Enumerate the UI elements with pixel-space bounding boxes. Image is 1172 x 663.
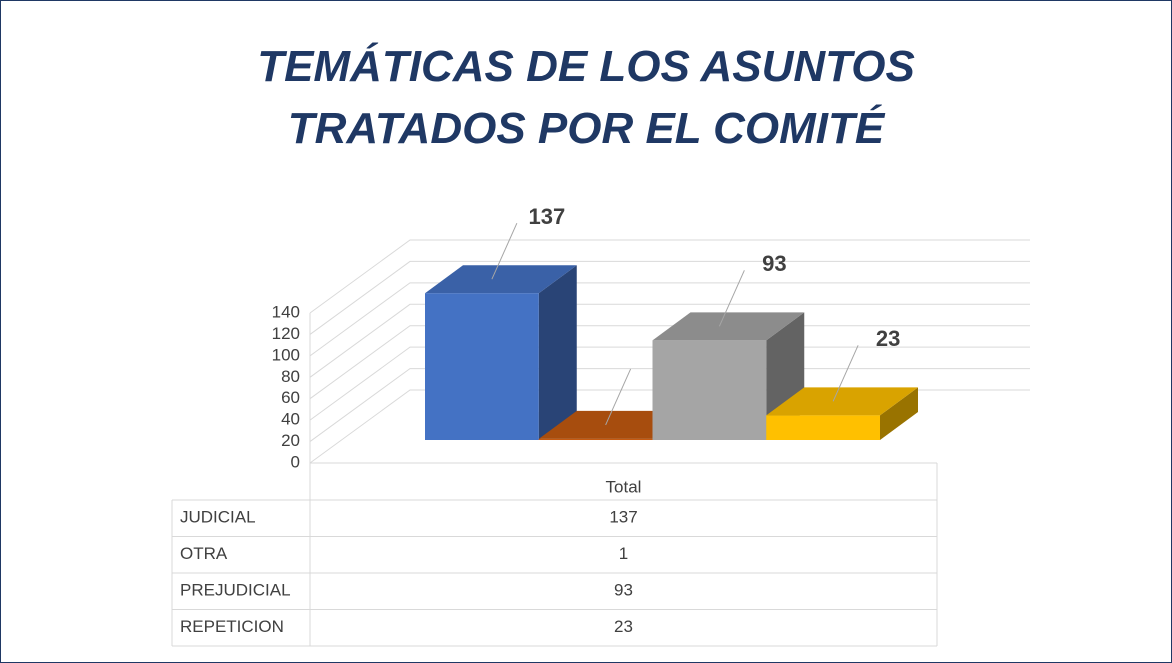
y-tick-label: 80 [281, 367, 300, 386]
leader-line [491, 223, 518, 280]
bar-top [652, 312, 805, 341]
leader-line [718, 270, 745, 327]
bar [538, 438, 653, 440]
grid-line [309, 239, 1030, 314]
grid-line [309, 325, 1030, 400]
y-tick-label: 0 [291, 452, 300, 471]
data-label: 93 [762, 251, 786, 276]
bar-side [538, 265, 577, 440]
grid-line [309, 368, 1030, 442]
grid-line [309, 346, 1030, 421]
y-tick-label: 120 [272, 324, 300, 343]
data-label: 23 [876, 326, 900, 351]
table-value: 1 [619, 544, 628, 563]
y-tick-label: 100 [272, 345, 300, 364]
bar [652, 340, 767, 440]
table-row-label: PREJUDICIAL [180, 581, 291, 600]
table-value: 93 [614, 581, 633, 600]
bar [425, 293, 539, 440]
chart-title: TEMÁTICAS DE LOS ASUNTOS TRATADOS POR EL… [257, 42, 915, 153]
bar-top [425, 265, 577, 294]
bar-top [766, 387, 918, 416]
table-header: Total [606, 477, 642, 496]
bar-side [880, 387, 918, 440]
grid-line [309, 282, 1030, 357]
grid-line [309, 303, 1030, 378]
table-row-label: JUDICIAL [180, 508, 256, 527]
table-row-label: REPETICION [180, 617, 284, 636]
leader-line [605, 368, 632, 426]
table-row-label: OTRA [180, 544, 228, 563]
y-tick-label: 60 [281, 388, 300, 407]
leader-line [832, 345, 859, 402]
y-tick-label: 20 [281, 431, 300, 450]
table-value: 23 [614, 617, 633, 636]
y-tick-label: 40 [281, 410, 300, 429]
table-value: 137 [609, 508, 637, 527]
bar [766, 415, 880, 440]
grid-line [309, 260, 1030, 335]
y-tick-label: 140 [272, 302, 300, 321]
data-label: 137 [529, 204, 566, 229]
